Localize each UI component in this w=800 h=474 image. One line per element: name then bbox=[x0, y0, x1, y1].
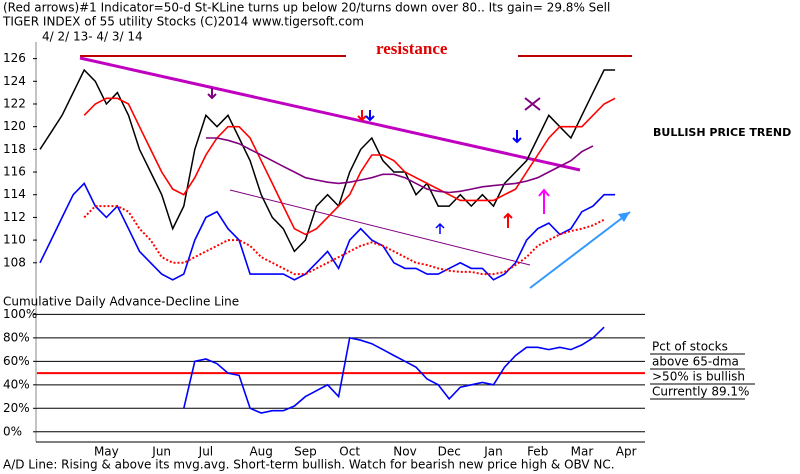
y-tick-label: 112 bbox=[3, 210, 26, 224]
y-tick-label: 122 bbox=[3, 96, 26, 110]
series-line bbox=[83, 205, 605, 276]
x-tick-label: Jun bbox=[151, 445, 171, 459]
header: (Red arrows)#1 Indicator=50-d St-KLine t… bbox=[3, 1, 610, 15]
trend-line bbox=[79, 56, 581, 172]
y-tick-label: 120 bbox=[3, 119, 26, 133]
drawings bbox=[79, 55, 632, 289]
x-tick-label: Dec bbox=[438, 445, 461, 459]
y-tick-label: 108 bbox=[3, 255, 26, 269]
arrow bbox=[538, 188, 550, 214]
x-tick-label: Oct bbox=[339, 445, 360, 459]
arrow bbox=[435, 222, 445, 234]
y-tick-label: 20% bbox=[3, 401, 30, 415]
y-tick-label: 118 bbox=[3, 142, 26, 156]
panel-title: Cumulative Daily Advance-Decline Line bbox=[3, 295, 239, 309]
note: >50% is bullish bbox=[652, 370, 745, 384]
x-tick-label: Nov bbox=[393, 445, 416, 459]
y-tick-label: 100% bbox=[3, 307, 37, 321]
y-tick-label: 116 bbox=[3, 165, 26, 179]
subtitle: 4/ 2/ 13- 4/ 3/ 14 bbox=[42, 30, 143, 44]
trend-line bbox=[529, 211, 631, 289]
arrow bbox=[357, 110, 367, 122]
trend-line bbox=[229, 189, 531, 266]
y-tick-label: 60% bbox=[3, 354, 30, 368]
x-tick-label: Apr bbox=[616, 445, 637, 459]
y-tick-label: 110 bbox=[3, 233, 26, 247]
y-tick-label: 124 bbox=[3, 74, 26, 88]
footer: A/D Line: Rising & above its mvg.avg. Sh… bbox=[3, 458, 615, 472]
note: Currently 89.1% bbox=[652, 385, 749, 399]
arrow bbox=[512, 130, 522, 144]
x-tick-label: Aug bbox=[249, 445, 272, 459]
y-tick-label: 80% bbox=[3, 330, 30, 344]
y-tick-label: 0% bbox=[3, 424, 22, 438]
arrow bbox=[503, 212, 513, 228]
x-tick-label: Feb bbox=[527, 445, 548, 459]
series-line bbox=[183, 326, 605, 414]
series-line bbox=[83, 97, 616, 236]
y-tick-label: 40% bbox=[3, 377, 30, 391]
cross bbox=[524, 97, 541, 111]
x-tick-label: May bbox=[94, 445, 119, 459]
annotation: resistance bbox=[376, 39, 448, 58]
series-line bbox=[39, 68, 616, 253]
arrow bbox=[365, 110, 375, 122]
note: Pct of stocks bbox=[652, 340, 728, 354]
y-tick-label: 114 bbox=[3, 187, 26, 201]
series-line bbox=[205, 137, 594, 194]
arrow bbox=[207, 88, 217, 100]
series-line bbox=[39, 182, 616, 281]
arrow-head bbox=[618, 212, 630, 222]
note: above 65-dma bbox=[652, 355, 739, 369]
annotation: BULLISH PRICE TREND bbox=[653, 126, 791, 139]
x-tick-label: Sep bbox=[294, 445, 317, 459]
x-tick-label: Jul bbox=[198, 445, 213, 459]
chart-title: TIGER INDEX of 55 utility Stocks (C)2014… bbox=[2, 15, 364, 29]
x-tick-label: Jan bbox=[483, 445, 503, 459]
x-tick-label: Mar bbox=[571, 445, 594, 459]
y-tick-label: 126 bbox=[3, 51, 26, 65]
